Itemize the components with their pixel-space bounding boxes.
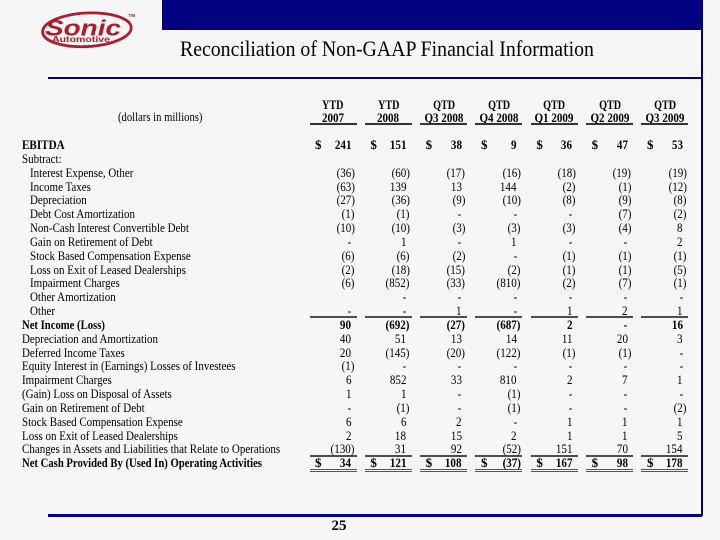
svg-text:TM: TM [129,13,136,18]
svg-text:Automotive: Automotive [52,34,110,44]
svg-text:Sonic: Sonic [45,16,121,41]
